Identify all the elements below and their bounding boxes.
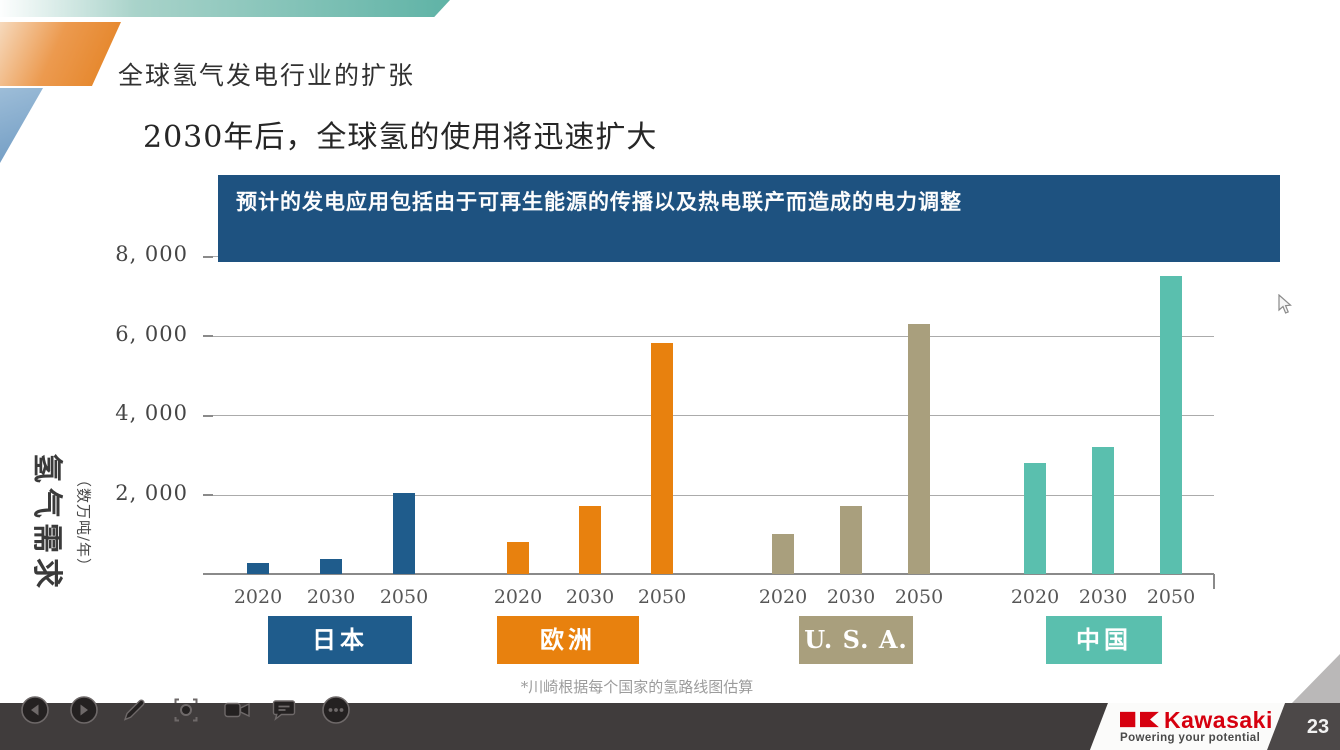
legend-usa: U. S. A. xyxy=(799,616,913,664)
x-axis-label-japan-2030: 2030 xyxy=(306,586,356,608)
video-camera-icon xyxy=(222,695,252,725)
page-number: 23 xyxy=(1306,716,1330,738)
x-axis-label-europe-2050: 2050 xyxy=(637,586,687,608)
annotate-button[interactable] xyxy=(119,695,149,725)
y-axis-tick-label: 2, 000 xyxy=(115,480,188,505)
pencil-icon xyxy=(119,695,149,725)
gridline-4000 xyxy=(212,415,1214,416)
camera-button[interactable] xyxy=(222,695,252,725)
footnote: *川崎根据每个国家的氢路线图估算 xyxy=(520,678,754,696)
bar-japan-2020 xyxy=(247,562,269,574)
y-axis-tick-8000 xyxy=(203,255,213,258)
ellipsis-circle-icon xyxy=(321,695,351,725)
x-axis-label-china-2050: 2050 xyxy=(1146,586,1196,608)
bar-japan-2030 xyxy=(320,558,342,574)
kawasaki-mark-icon xyxy=(1120,711,1160,732)
previous-button[interactable] xyxy=(20,695,50,725)
bar-usa-2020 xyxy=(772,534,794,574)
y-axis-tick-label: 6, 000 xyxy=(115,321,188,346)
y-axis-tick-0 xyxy=(203,573,213,575)
y-axis-tick-label: 8, 000 xyxy=(115,242,188,266)
mouse-cursor-icon xyxy=(1278,293,1293,319)
bar-europe-2020 xyxy=(507,542,529,574)
kawasaki-wordmark: Kawasaki xyxy=(1164,707,1273,733)
deco-teal-band xyxy=(0,0,450,17)
callout-banner: 预计的发电应用包括由于可再生能源的传播以及热电联产而造成的电力调整 xyxy=(218,175,1280,262)
more-options-button[interactable] xyxy=(321,695,351,725)
brand-tagline: Powering your potential xyxy=(1120,732,1261,744)
legend-china: 中国 xyxy=(1046,616,1162,664)
y-axis-tick-2000 xyxy=(203,494,213,496)
bar-europe-2050 xyxy=(651,343,673,574)
gridline-6000 xyxy=(212,335,1214,337)
x-axis-label-japan-2050: 2050 xyxy=(379,586,429,608)
deco-orange-shape xyxy=(0,22,121,86)
focus-target-icon xyxy=(171,695,201,725)
chevron-right-circle-icon xyxy=(69,695,99,725)
bar-europe-2030 xyxy=(579,506,601,574)
bar-china-2030 xyxy=(1092,446,1114,574)
x-axis-end-tick xyxy=(1213,574,1215,589)
legend-japan: 日本 xyxy=(268,616,412,664)
chat-bubble-icon xyxy=(269,695,299,725)
callout-banner-text: 预计的发电应用包括由于可再生能源的传播以及热电联产而造成的电力调整 xyxy=(236,189,962,214)
deco-gray-corner xyxy=(1292,654,1340,703)
next-button[interactable] xyxy=(69,695,99,725)
bar-china-2020 xyxy=(1024,462,1046,574)
legend-europe: 欧洲 xyxy=(497,616,639,664)
x-axis-label-usa-2020: 2020 xyxy=(758,586,808,608)
y-axis-title: 氢气需求 xyxy=(29,453,64,593)
slide-title: 全球氢气发电行业的扩张 xyxy=(118,61,416,90)
gridline-2000 xyxy=(212,494,1214,496)
x-axis-label-usa-2030: 2030 xyxy=(826,586,876,608)
bar-china-2050 xyxy=(1160,275,1182,574)
bar-japan-2050 xyxy=(393,492,415,574)
y-axis-tick-4000 xyxy=(203,414,213,417)
comments-button[interactable] xyxy=(269,695,299,725)
bar-usa-2030 xyxy=(840,506,862,574)
slide-subtitle: 2030年后，全球氢的使用将迅速扩大 xyxy=(143,120,658,155)
y-axis-tick-6000 xyxy=(203,335,213,337)
laser-pointer-button[interactable] xyxy=(171,695,201,725)
y-axis-tick-label: 4, 000 xyxy=(115,401,188,425)
chevron-left-circle-icon xyxy=(20,695,50,725)
x-axis-label-japan-2020: 2020 xyxy=(233,586,283,608)
deco-blue-triangle xyxy=(0,88,43,163)
x-axis-label-europe-2020: 2020 xyxy=(493,586,543,608)
x-axis-label-europe-2030: 2030 xyxy=(565,586,615,608)
bar-usa-2050 xyxy=(908,323,930,574)
x-axis-label-china-2030: 2030 xyxy=(1078,586,1128,608)
x-axis-label-usa-2050: 2050 xyxy=(894,586,944,608)
x-axis-label-china-2020: 2020 xyxy=(1010,586,1060,608)
x-axis-line xyxy=(212,573,1214,575)
